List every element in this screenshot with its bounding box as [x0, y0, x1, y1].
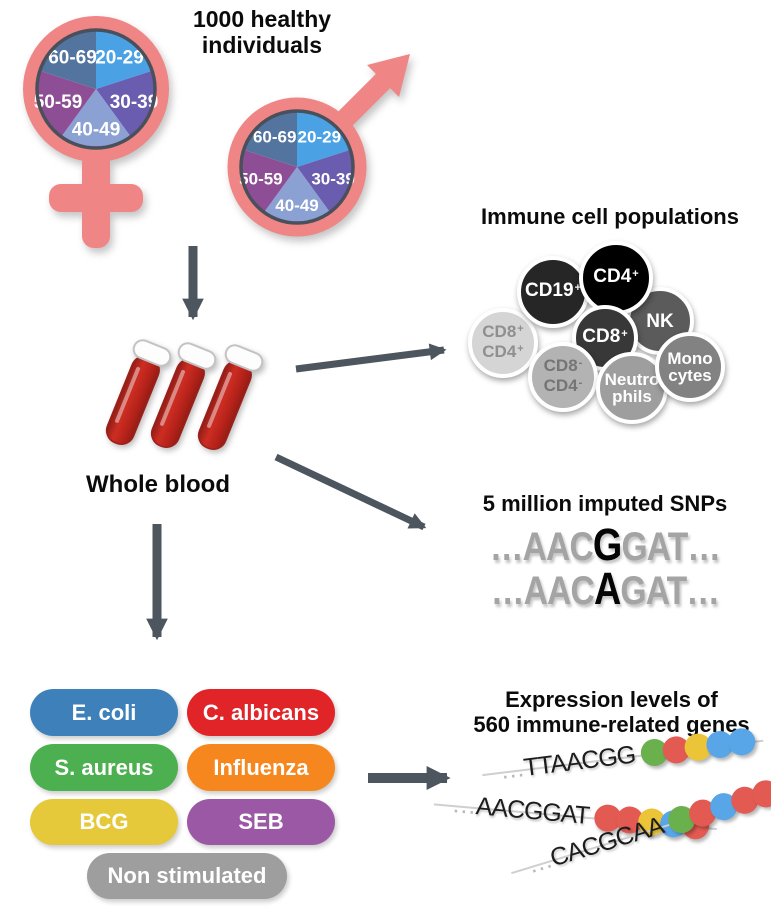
snp-context: GAT…	[621, 525, 721, 569]
study-title-line2: individuals	[201, 32, 323, 58]
immune-cells-title: Immune cell populations	[481, 204, 739, 229]
snps-title: 5 million imputed SNPs	[482, 491, 728, 516]
cell-label: NK	[646, 312, 673, 331]
age-label-60-69: 60-69	[48, 47, 97, 68]
age-label-30-39: 30-39	[311, 170, 354, 189]
cell-label-text: phils	[612, 387, 652, 406]
expression-title-line1: Expression levels of	[505, 687, 718, 712]
stimulus-e-coli: E. coli	[30, 689, 178, 736]
study-title-line1: 1000 healthy	[192, 6, 332, 32]
snp-sequence-1: …AACGGAT…	[454, 522, 756, 569]
blood-tube-icon	[197, 344, 264, 451]
cell-label-superscript: +	[574, 282, 581, 294]
cell-label-text: cytes	[668, 366, 712, 385]
cell-label-superscript: +	[517, 343, 524, 355]
cell-label-superscript: +	[621, 328, 628, 340]
age-slice-20-29	[297, 110, 351, 167]
snp-context: …AAC	[489, 525, 594, 569]
cell-label-text: CD4	[543, 376, 578, 395]
cell-cd8-cd4: CD8- CD4-	[528, 342, 598, 412]
cell-label-text: CD8	[482, 322, 517, 341]
age-label-60-69: 60-69	[253, 127, 296, 146]
cell-label-superscript: -	[578, 357, 583, 369]
whole-blood-label: Whole blood	[86, 471, 230, 498]
cell-label-text: CD8	[582, 326, 621, 347]
cell-label: Neutro	[605, 371, 660, 388]
cell-label-text: Neutro	[604, 370, 660, 389]
cell-label: CD19+	[525, 281, 581, 303]
age-label-30-39: 30-39	[110, 92, 159, 113]
immune-cell-cluster: CD8+ CD4+ CD19+ NK CD4+ CD8+ CD8- CD4- Neutro phi…	[468, 241, 770, 445]
snp-context: GAT…	[620, 569, 720, 613]
cell-label-text: CD8	[543, 356, 578, 375]
cell-label: cytes	[668, 367, 711, 384]
cell-mono-cytes: Mono cytes	[655, 332, 725, 402]
age-slice-20-29	[96, 30, 153, 89]
cell-label: Mono	[667, 350, 712, 367]
age-slice-50-59	[37, 70, 96, 137]
stimulus-c-albicans: C. albicans	[187, 689, 335, 736]
cell-label: CD4-	[544, 377, 583, 397]
age-slice-50-59	[240, 149, 297, 213]
stimulus-seb: SEB	[187, 799, 335, 845]
cell-label: CD8-	[544, 357, 583, 377]
age-label-20-29: 20-29	[95, 47, 144, 68]
cell-label-text: NK	[646, 310, 674, 332]
age-slice-30-39	[297, 149, 354, 213]
age-label-20-29: 20-29	[298, 127, 341, 146]
age-label-40-49: 40-49	[72, 120, 121, 141]
gender-symbols: 20-29 30-39 40-49 50-59 60-69 20-29 30-39 40-4…	[23, 16, 410, 248]
snp-sequences: …AACGGAT… …AACAGAT…	[454, 522, 756, 613]
arrow-blood-to-cells	[295, 343, 447, 373]
female-symbol-icon: 20-29 30-39 40-49 50-59 60-69	[23, 16, 169, 248]
age-slice-60-69	[39, 30, 96, 89]
cell-label-text: CD4	[482, 342, 517, 361]
cell-label-superscript: +	[517, 323, 524, 335]
stimulus-influenza: Influenza	[187, 744, 335, 791]
blood-tube-icon	[105, 339, 172, 446]
cell-label-superscript: +	[632, 268, 639, 280]
cell-label: CD8+	[582, 327, 627, 349]
cell-label: CD8+	[482, 323, 523, 343]
arrow-blood-to-snps	[274, 453, 427, 531]
age-slice-40-49	[61, 89, 131, 148]
cell-cd4: CD4+	[579, 241, 653, 315]
female-cross-bar	[49, 184, 143, 212]
stimulus-non-stimulated: Non stimulated	[87, 853, 287, 899]
male-symbol-icon: 20-29 30-39 40-49 50-59 60-69	[227, 54, 410, 237]
blood-tubes-icon	[105, 339, 264, 451]
age-slice-60-69	[243, 110, 297, 167]
age-slice-40-49	[264, 167, 330, 223]
age-label-50-59: 50-59	[34, 92, 83, 113]
cell-label-text: CD19	[524, 280, 574, 301]
age-label-40-49: 40-49	[275, 196, 318, 215]
snp-variant-letter: G	[592, 519, 622, 570]
cell-label: CD4+	[482, 343, 523, 363]
age-label-50-59: 50-59	[239, 170, 282, 189]
cell-neutro-phils: Neutro phils	[596, 352, 668, 424]
cell-cd19: CD19+	[517, 256, 589, 328]
cell-label: CD4+	[593, 267, 638, 289]
blood-tube-icon	[150, 342, 217, 449]
cell-label-text: Mono	[667, 349, 713, 368]
snp-variant-letter: A	[593, 563, 621, 614]
snp-sequence-2: …AACAGAT…	[454, 566, 756, 613]
male-arrow-head	[367, 54, 410, 97]
cell-label-text: CD4	[593, 266, 632, 287]
cell-label-superscript: -	[578, 377, 583, 389]
stimulus-bcg: BCG	[30, 799, 178, 845]
cell-label: phils	[612, 388, 652, 405]
age-slice-30-39	[96, 70, 155, 137]
stimulus-s-aureus: S. aureus	[30, 744, 178, 791]
male-arrow-stem	[334, 70, 394, 130]
study-title: 1000 healthy individuals	[181, 6, 343, 58]
snp-context: …AAC	[490, 569, 595, 613]
cell-cd8-cd4: CD8+ CD4+	[468, 308, 538, 378]
